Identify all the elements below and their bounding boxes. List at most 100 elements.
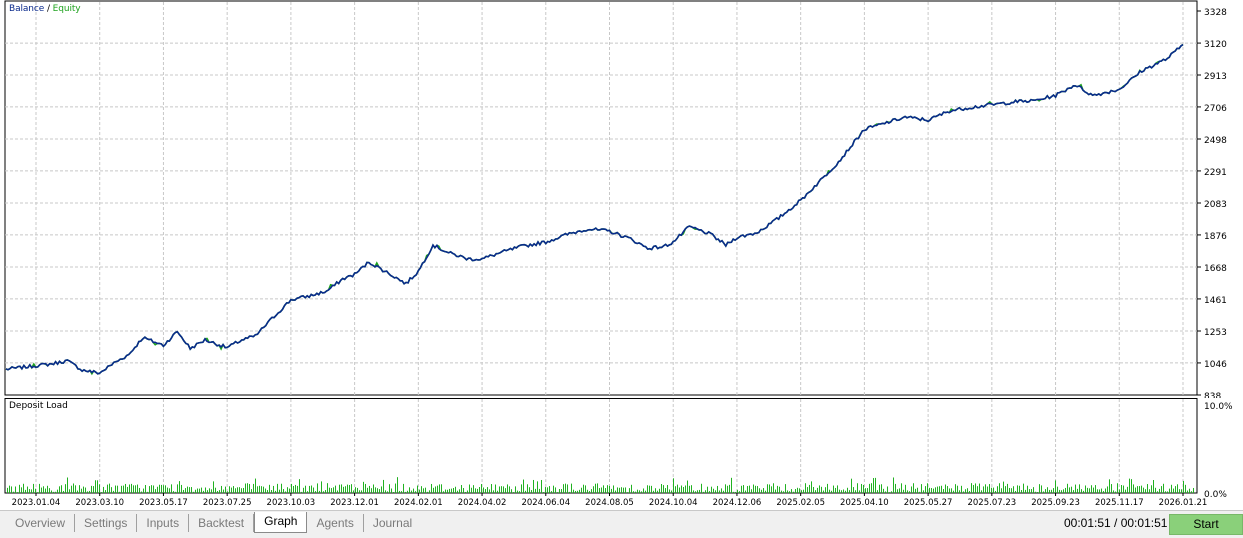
- deposit-load-bar: [969, 491, 970, 493]
- deposit-load-bar: [71, 485, 72, 493]
- deposit-load-bar: [363, 481, 364, 493]
- deposit-load-bar: [17, 492, 18, 493]
- deposit-load-bar: [345, 486, 346, 493]
- equity-line: [5, 43, 1184, 376]
- deposit-load-bar: [1141, 485, 1142, 493]
- tab-agents[interactable]: Agents: [307, 514, 364, 532]
- x-tick-label: 2023.10.03: [267, 498, 316, 508]
- deposit-load-bar: [483, 487, 484, 493]
- tab-backtest[interactable]: Backtest: [189, 514, 255, 532]
- deposit-load-bar: [691, 485, 692, 493]
- deposit-load-bar: [661, 484, 662, 493]
- deposit-load-bar: [479, 487, 480, 493]
- deposit-load-bar: [885, 491, 886, 493]
- deposit-load-bar: [635, 491, 636, 493]
- deposit-load-bar: [553, 485, 554, 493]
- deposit-load-bar: [219, 490, 220, 493]
- deposit-load-bar: [795, 489, 796, 493]
- deposit-load-bar: [267, 490, 268, 493]
- deposit-load-bar: [1191, 491, 1192, 493]
- deposit-load-bar: [583, 484, 584, 493]
- deposit-load-bar: [429, 490, 430, 493]
- tab-overview[interactable]: Overview: [6, 514, 76, 532]
- deposit-load-bar: [243, 487, 244, 493]
- deposit-load-bar: [237, 487, 238, 493]
- deposit-load-bar: [57, 489, 58, 493]
- deposit-load-bar: [291, 483, 292, 493]
- deposit-load-bar: [935, 487, 936, 493]
- deposit-load-bar: [1081, 489, 1082, 493]
- deposit-load-bar: [1061, 490, 1062, 493]
- deposit-load-bar: [213, 481, 214, 493]
- deposit-load-bar: [753, 484, 754, 493]
- deposit-load-bar: [481, 484, 482, 493]
- deposit-load-bar: [535, 488, 536, 493]
- deposit-load-bar: [963, 491, 964, 493]
- deposit-load-bar: [365, 483, 366, 493]
- deposit-load-bar: [667, 485, 668, 493]
- tab-inputs[interactable]: Inputs: [137, 514, 190, 532]
- deposit-load-bar: [167, 487, 168, 493]
- deposit-load-bar: [977, 486, 978, 493]
- deposit-load-bar: [103, 486, 104, 493]
- deposit-load-bar: [771, 486, 772, 493]
- tab-settings[interactable]: Settings: [75, 514, 138, 532]
- deposit-load-bar: [179, 481, 180, 493]
- deposit-load-bar: [1071, 486, 1072, 493]
- deposit-load-bar: [1075, 484, 1076, 493]
- deposit-load-bar: [223, 489, 224, 493]
- deposit-load-bar: [731, 477, 732, 493]
- deposit-load-bar: [391, 488, 392, 493]
- deposit-load-bar: [783, 491, 784, 493]
- deposit-load-bar: [919, 491, 920, 493]
- deposit-load-bar: [627, 492, 628, 493]
- deposit-load-bar: [77, 490, 78, 493]
- deposit-load-bar: [343, 486, 344, 493]
- deposit-load-bar: [439, 484, 440, 493]
- deposit-load-bar: [693, 490, 694, 493]
- deposit-load-bar: [881, 484, 882, 493]
- deposit-load-bar: [561, 489, 562, 493]
- deposit-load-bar: [1043, 491, 1044, 493]
- deposit-load-bar: [957, 485, 958, 493]
- deposit-load-bar: [811, 481, 812, 493]
- deposit-load-bar: [937, 486, 938, 493]
- deposit-load-bar: [1023, 483, 1024, 493]
- bottom-toolbar: Overview Settings Inputs Backtest Graph …: [0, 510, 1243, 538]
- deposit-load-bar: [351, 484, 352, 493]
- deposit-load-bar: [165, 485, 166, 493]
- x-tick-label: 2023.01.04: [12, 498, 61, 508]
- deposit-load-bar: [1151, 485, 1152, 493]
- deposit-load-bar: [581, 487, 582, 493]
- deposit-load-bar: [1147, 484, 1148, 493]
- tab-graph[interactable]: Graph: [254, 512, 308, 533]
- deposit-load-bar: [727, 485, 728, 493]
- start-button[interactable]: Start: [1169, 514, 1243, 535]
- deposit-load-bar: [393, 492, 394, 493]
- deposit-load-bar: [45, 488, 46, 493]
- deposit-load-bar: [1131, 479, 1132, 493]
- deposit-load-bar: [619, 487, 620, 493]
- deposit-load-bar: [1033, 487, 1034, 493]
- tab-journal[interactable]: Journal: [372, 516, 413, 530]
- deposit-load-bar: [849, 490, 850, 493]
- deposit-load-bar: [1063, 489, 1064, 493]
- deposit-load-bar: [497, 490, 498, 493]
- deposit-load-bar: [191, 487, 192, 493]
- deposit-load-bar: [739, 491, 740, 493]
- deposit-load-bar: [1025, 489, 1026, 493]
- deposit-load-bar: [149, 486, 150, 493]
- deposit-load-bar: [809, 484, 810, 493]
- y-tick-label: 838: [1204, 392, 1221, 398]
- deposit-load-bar: [713, 488, 714, 493]
- deposit-load-bar: [1085, 485, 1086, 493]
- deposit-load-bar: [477, 488, 478, 493]
- deposit-load-bar: [427, 491, 428, 493]
- x-tick-label: 2025.05.27: [904, 498, 953, 508]
- deposit-load-bar: [547, 487, 548, 493]
- deposit-load-bar: [799, 488, 800, 493]
- deposit-load-bar: [65, 484, 66, 493]
- deposit-load-bar: [369, 485, 370, 493]
- deposit-load-bar: [709, 491, 710, 493]
- deposit-load-bar: [367, 487, 368, 493]
